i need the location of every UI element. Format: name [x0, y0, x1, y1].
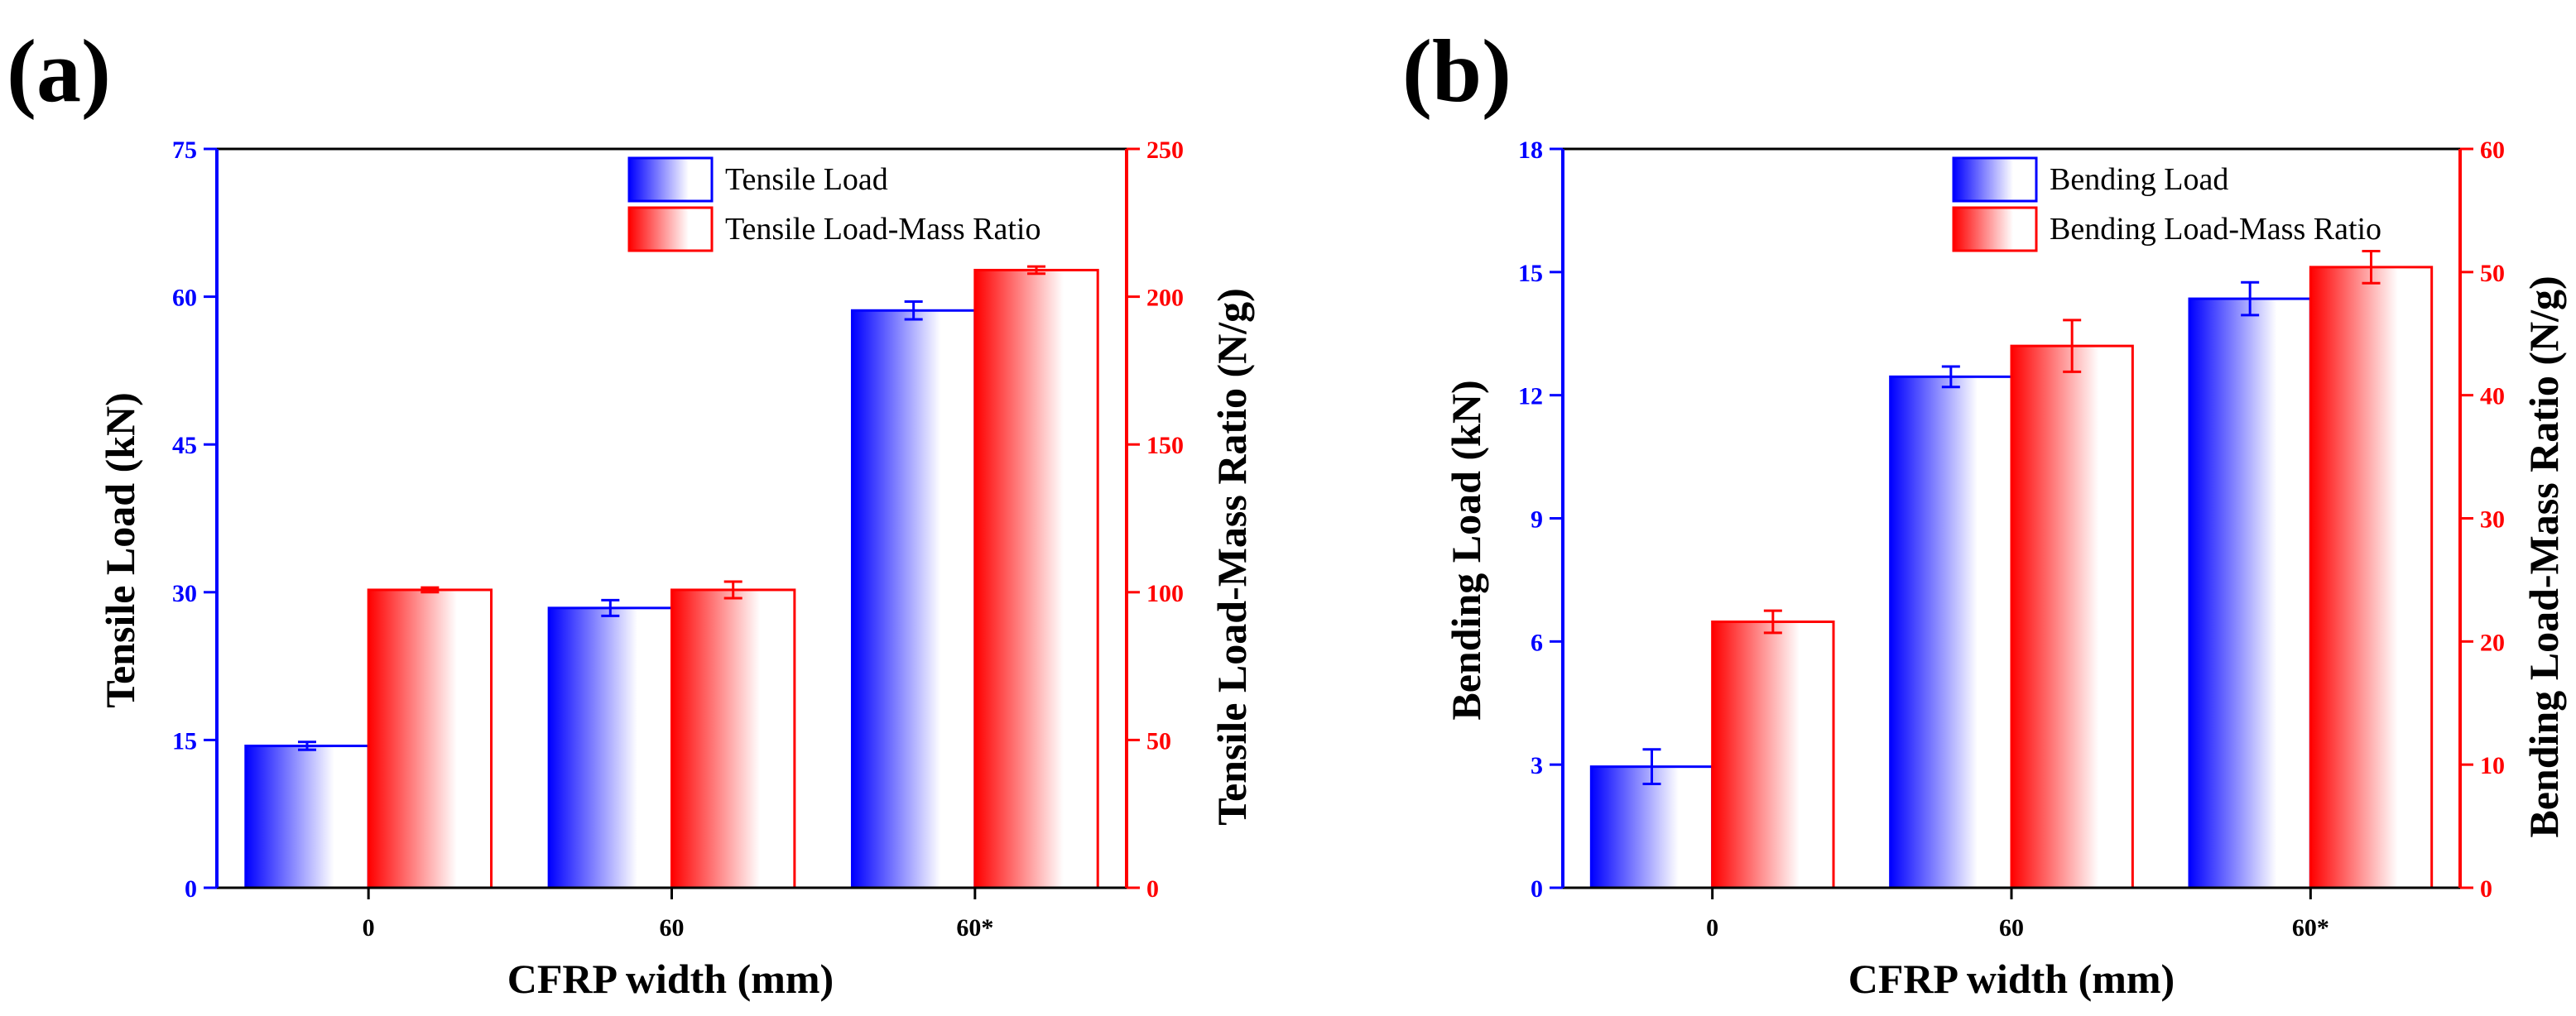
y-tick-label-right: 40	[2480, 383, 2505, 410]
bar-tensile-load-2	[850, 309, 977, 889]
panel-a-tensile: (a) Tensile Load (kN) Tensile Load-Mass …	[7, 22, 1255, 1002]
legend-swatch-bending-load-mass-ratio	[1952, 206, 2038, 252]
bar-tensile-load-0	[244, 745, 370, 889]
y-tick-label-right: 60	[2480, 137, 2505, 164]
y-tick-label-left: 15	[1518, 260, 1543, 287]
y-tick-label-left: 0	[185, 875, 197, 903]
x-axis-title: CFRP width (mm)	[507, 956, 834, 1002]
y-tick-label-left: 9	[1531, 506, 1543, 534]
y-axis-title-left: Tensile Load (kN)	[97, 392, 143, 708]
y-tick-label-right: 200	[1146, 285, 1184, 312]
x-tick-label: 0	[363, 914, 375, 942]
y-tick-label-right: 50	[1146, 727, 1171, 755]
y-tick-label-right: 10	[2480, 752, 2505, 779]
y-tick-label-left: 30	[172, 580, 197, 607]
bar-tensile-load-mass-ratio-0	[367, 588, 493, 889]
panel-label: (a)	[7, 22, 111, 121]
bar-bending-load-mass-ratio-1	[2010, 344, 2134, 889]
y-tick-label-right: 20	[2480, 629, 2505, 656]
y-tick-label-right: 100	[1146, 580, 1184, 607]
legend-label-bending-load-mass-ratio: Bending Load-Mass Ratio	[2050, 212, 2381, 247]
y-tick-label-right: 250	[1146, 137, 1184, 164]
y-tick-label-left: 60	[172, 285, 197, 312]
y-tick-label-left: 18	[1518, 137, 1543, 164]
legend: Tensile Load Tensile Load-Mass Ratio	[627, 156, 1040, 252]
x-tick-label: 0	[1706, 914, 1718, 942]
bar-tensile-load-1	[547, 606, 674, 889]
legend-swatch-tensile-load-mass-ratio	[627, 206, 714, 252]
x-axis-title: CFRP width (mm)	[1848, 956, 2175, 1002]
panel-b-bending: (b) Bending Load (kN) Bending Load-Mass …	[1402, 22, 2567, 1002]
bar-bending-load-mass-ratio-0	[1711, 621, 1835, 889]
panel-label: (b)	[1402, 22, 1511, 121]
legend-label-tensile-load: Tensile Load	[725, 162, 888, 197]
x-tick-label: 60	[660, 914, 685, 942]
x-tick-label: 60*	[956, 914, 993, 942]
bar-bending-load-mass-ratio-2	[2309, 266, 2434, 889]
y-tick-label-left: 3	[1531, 752, 1543, 779]
y-tick-label-left: 12	[1518, 383, 1543, 410]
y-axis-title-right: Tensile Load-Mass Ratio (N/g)	[1209, 288, 1255, 826]
y-tick-label-left: 75	[172, 137, 197, 164]
legend-swatch-bending-load	[1952, 156, 2038, 203]
y-axis-title-left: Bending Load (kN)	[1443, 380, 1489, 720]
bar-bending-load-1	[1889, 375, 2013, 889]
y-tick-label-right: 150	[1146, 432, 1184, 459]
legend: Bending Load Bending Load-Mass Ratio	[1952, 156, 2381, 252]
legend-label-bending-load: Bending Load	[2050, 162, 2228, 197]
bar-tensile-load-mass-ratio-2	[973, 268, 1099, 889]
y-tick-label-right: 50	[2480, 260, 2505, 287]
y-tick-label-right: 0	[2480, 875, 2492, 903]
x-tick-label: 60	[1999, 914, 2024, 942]
bar-tensile-load-mass-ratio-1	[670, 588, 796, 889]
y-tick-label-right: 0	[1146, 875, 1159, 903]
x-tick-label: 60*	[2292, 914, 2329, 942]
y-tick-label-left: 0	[1531, 875, 1543, 903]
legend-swatch-tensile-load	[627, 156, 714, 203]
legend-label-tensile-load-mass-ratio: Tensile Load-Mass Ratio	[725, 212, 1040, 247]
y-tick-label-left: 15	[172, 727, 197, 755]
bar-bending-load-2	[2188, 297, 2312, 889]
y-tick-label-left: 45	[172, 432, 197, 459]
y-tick-label-right: 30	[2480, 506, 2505, 534]
y-axis-title-right: Bending Load-Mass Ratio (N/g)	[2521, 276, 2567, 837]
y-tick-label-left: 6	[1531, 629, 1543, 656]
